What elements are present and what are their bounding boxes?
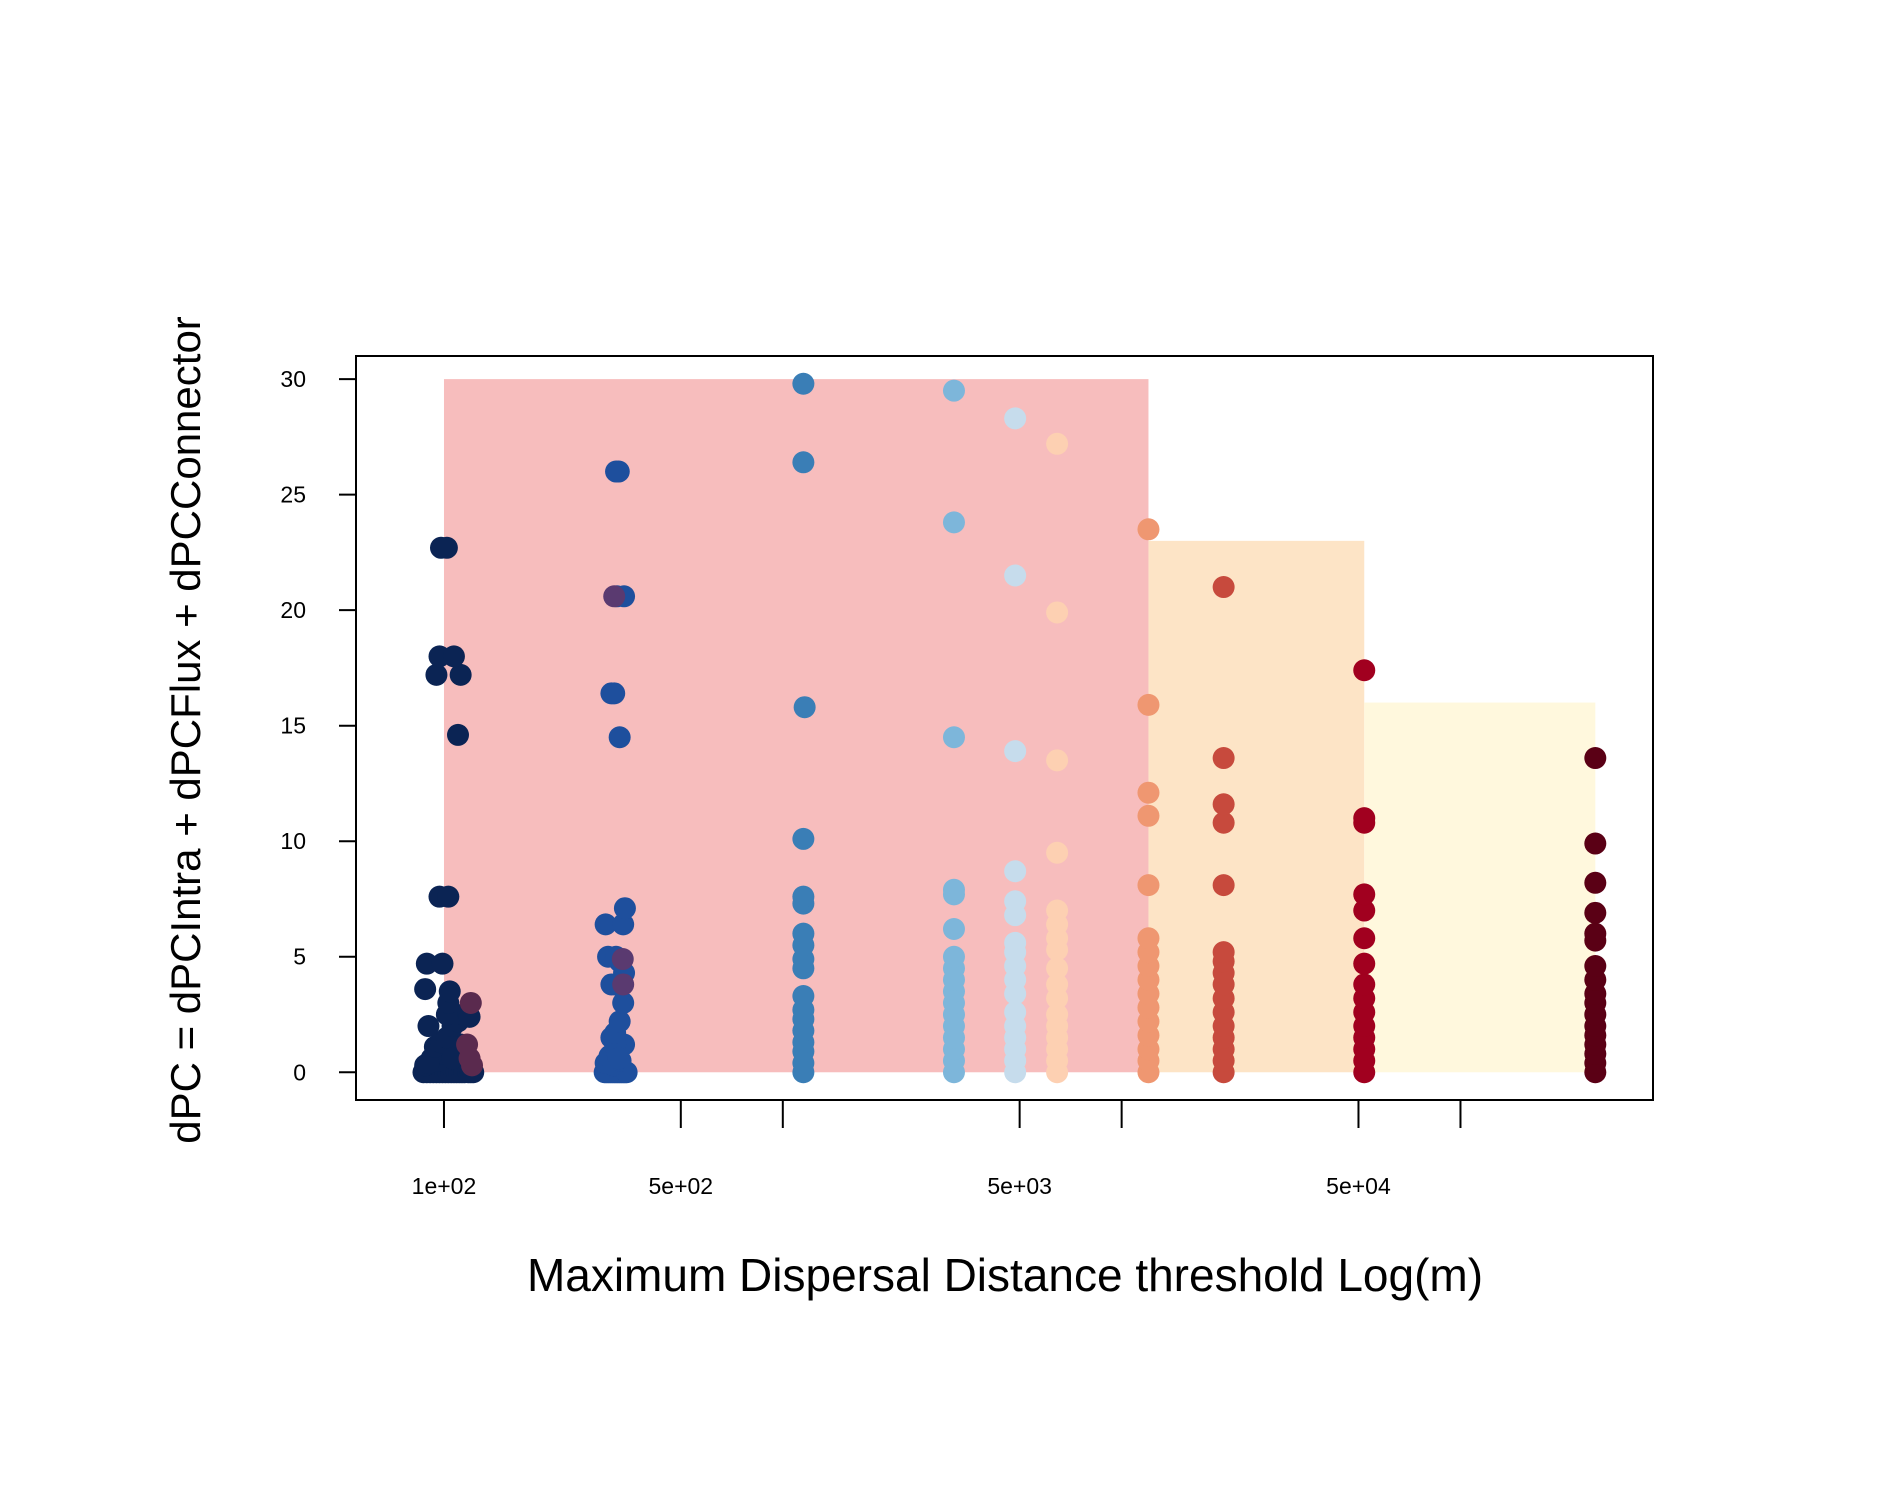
data-point	[612, 991, 635, 1014]
data-point	[1353, 952, 1376, 975]
data-point	[461, 1054, 484, 1077]
data-point	[1584, 901, 1607, 924]
data-point	[1004, 931, 1027, 954]
data-point	[1137, 874, 1160, 897]
data-point	[1584, 832, 1607, 855]
x-tick-label: 1e+02	[412, 1173, 477, 1199]
data-point	[942, 379, 965, 402]
data-point	[608, 1010, 631, 1033]
data-point	[1004, 1001, 1027, 1024]
data-point	[1212, 576, 1235, 599]
data-point	[435, 536, 458, 559]
x-tick-label: 5e+03	[987, 1173, 1052, 1199]
data-point	[1584, 954, 1607, 977]
y-tick-label: 20	[280, 597, 306, 623]
data-point	[438, 980, 461, 1003]
data-point	[1046, 601, 1069, 624]
data-point	[1046, 899, 1069, 922]
data-point	[449, 663, 472, 686]
data-point	[1046, 1003, 1069, 1026]
data-point	[1212, 941, 1235, 964]
data-point	[1584, 871, 1607, 894]
y-axis: 0 5 10 15 20 25 30	[280, 366, 356, 1085]
data-point	[1212, 793, 1235, 816]
data-point	[1046, 432, 1069, 455]
data-point	[442, 645, 465, 668]
data-point	[1137, 781, 1160, 804]
data-point	[1584, 922, 1607, 945]
data-point	[594, 913, 617, 936]
data-point	[1353, 659, 1376, 682]
data-point	[792, 827, 815, 850]
data-point	[603, 682, 626, 705]
data-point	[792, 451, 815, 474]
data-point	[1584, 747, 1607, 770]
data-point	[414, 978, 437, 1001]
data-point	[942, 945, 965, 968]
data-point	[1046, 957, 1069, 980]
data-point	[792, 985, 815, 1008]
data-point	[942, 511, 965, 534]
plot-frame	[355, 355, 1654, 1101]
data-point	[942, 726, 965, 749]
data-point	[1137, 927, 1160, 950]
data-point	[459, 991, 482, 1014]
data-point	[792, 372, 815, 395]
y-tick-label: 30	[280, 366, 306, 392]
y-tick-label: 5	[293, 944, 306, 970]
y-tick-label: 15	[280, 713, 306, 739]
data-point	[1046, 973, 1069, 996]
data-point	[793, 696, 816, 719]
data-point	[1046, 841, 1069, 864]
data-point	[1212, 747, 1235, 770]
band-2	[1364, 702, 1596, 1073]
data-point	[446, 723, 469, 746]
data-points	[412, 372, 1607, 1084]
band-1	[1148, 540, 1365, 1073]
data-point	[1353, 927, 1376, 950]
y-tick-label: 0	[293, 1059, 306, 1085]
data-point	[1004, 860, 1027, 883]
data-point	[1004, 564, 1027, 587]
data-point	[431, 952, 454, 975]
data-point	[942, 878, 965, 901]
data-point	[437, 885, 460, 908]
data-point	[613, 897, 636, 920]
data-point	[1212, 811, 1235, 834]
y-tick-label: 25	[280, 482, 306, 508]
data-point	[1212, 874, 1235, 897]
data-point	[611, 948, 634, 971]
data-point	[1046, 749, 1069, 772]
x-tick-label: 5e+04	[1326, 1173, 1391, 1199]
data-point	[608, 726, 631, 749]
data-point	[1004, 407, 1027, 430]
x-axis: 1e+02 5e+02 5e+03 5e+04	[412, 1100, 1462, 1199]
data-point	[425, 663, 448, 686]
data-point	[1353, 883, 1376, 906]
data-point	[1004, 740, 1027, 763]
data-point	[1137, 804, 1160, 827]
data-point	[1353, 973, 1376, 996]
data-point	[1353, 899, 1376, 922]
data-point	[1353, 807, 1376, 830]
data-point	[607, 460, 630, 483]
data-point	[417, 1015, 440, 1038]
data-point	[792, 922, 815, 945]
data-point	[1004, 890, 1027, 913]
data-point	[612, 913, 635, 936]
x-tick-label: 5e+02	[649, 1173, 714, 1199]
data-point	[415, 952, 438, 975]
data-point	[792, 885, 815, 908]
data-point	[1137, 693, 1160, 716]
data-point	[1137, 518, 1160, 541]
y-tick-label: 10	[280, 828, 306, 854]
data-point	[603, 585, 626, 608]
x-axis-title: Maximum Dispersal Distance threshold Log…	[527, 1249, 1483, 1301]
data-point	[441, 1047, 464, 1070]
data-point	[942, 918, 965, 941]
data-point	[612, 973, 635, 996]
y-axis-title: dPC = dPCIntra + dPCFlux + dPCConnector	[162, 316, 209, 1144]
data-point	[607, 1047, 630, 1070]
